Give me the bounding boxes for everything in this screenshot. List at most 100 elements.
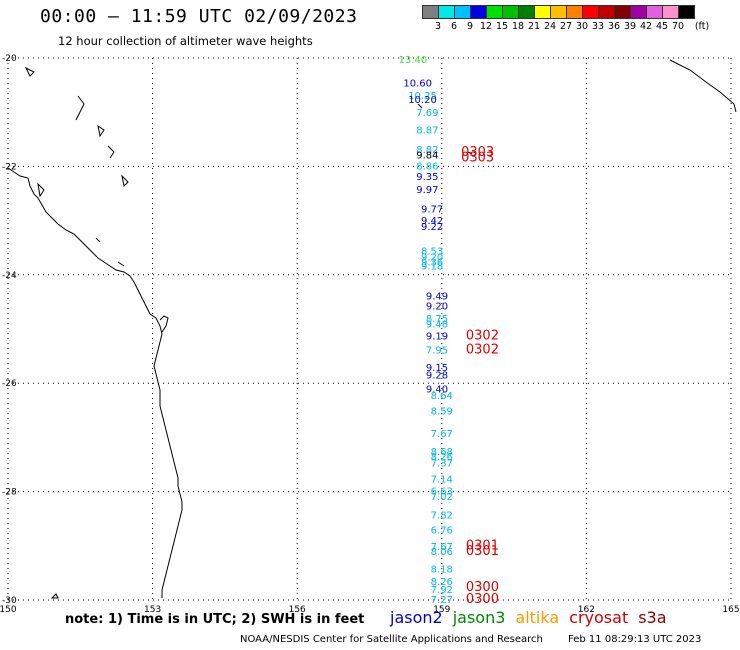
legend-label: 30 (575, 21, 589, 32)
lat-tick-label: -26 (2, 379, 17, 389)
wave-height-label: 8.68 (431, 447, 453, 458)
legend-label: 70 (671, 21, 685, 32)
legend-label: 42 (639, 21, 653, 32)
wave-height-label: 7.67 (431, 542, 453, 553)
wave-height-label: 13.40 (399, 55, 428, 66)
wave-height-label: 10.25 (408, 91, 437, 102)
wave-height-label: 7.37 (431, 458, 453, 469)
wave-height-label: 9.20 (421, 252, 443, 263)
satellite-name: cryosat (569, 608, 629, 627)
wave-height-label: 10.20 (408, 95, 437, 106)
wave-height-label: 8.82 (416, 145, 438, 156)
wave-height-label: 8.06 (431, 547, 453, 558)
wave-height-label: 9.42 (421, 216, 443, 227)
legend-swatches (422, 5, 740, 19)
lon-tick-label: 159 (433, 605, 450, 615)
wave-height-label: 7.95 (426, 346, 448, 357)
satellite-name: jason3 (452, 608, 506, 627)
wave-height-label: 7.82 (431, 510, 453, 521)
satellite-name: jason2 (390, 608, 443, 627)
pass-time-label: 0300 (466, 580, 499, 595)
wave-height-label: 9.40 (426, 385, 448, 396)
note-text: note: 1) Time is in UTC; 2) SWH is in fe… (65, 612, 365, 627)
lon-tick-label: 156 (289, 605, 306, 615)
satellite-legend: jason2 jason3 altika cryosat s3a (390, 608, 677, 627)
page-subtitle: 12 hour collection of altimeter wave hei… (58, 34, 313, 48)
wave-height-label: 7.14 (431, 475, 453, 486)
coastline-fraser-island (159, 315, 169, 333)
lat-tick-label: -20 (2, 54, 17, 64)
wave-height-label: 9.77 (421, 205, 443, 216)
coastline-island-9 (50, 593, 59, 599)
wave-height-label: 6.76 (431, 526, 453, 537)
legend-label: 45 (655, 21, 669, 32)
wave-height-label: 8.59 (431, 406, 453, 417)
wave-height-label: 9.18 (421, 262, 443, 273)
legend-label: 15 (495, 21, 509, 32)
wave-height-label: 8.26 (431, 452, 453, 463)
axis-tick-labels: 150 153 156 159 162 165 -20 -22 -24 -26 -28 -30 (0, 54, 740, 615)
wave-height-label: 9.35 (416, 172, 438, 183)
wave-height-label: 8.26 (431, 577, 453, 588)
wave-height-label: 9.19 (426, 332, 448, 343)
coastline-island-4 (107, 145, 115, 159)
wave-height-label: 7.67 (431, 429, 453, 440)
coastline-islet-2 (417, 103, 423, 109)
legend-label: 27 (559, 21, 573, 32)
legend-label: 33 (591, 21, 605, 32)
pass-time-label: 0300 (466, 592, 499, 607)
legend-labels: 3 6 9 12 15 18 21 24 27 30 33 36 39 42 45 70 (ft) (422, 19, 740, 33)
wave-height-label: 8.18 (431, 565, 453, 576)
pass-time-label: 0303 (461, 145, 494, 160)
wave-height-label: 7.92 (431, 585, 453, 596)
legend-label: 3 (434, 21, 442, 32)
coastline-island-3 (97, 124, 105, 138)
wave-height-label: 9.28 (426, 371, 448, 382)
legend-label: 12 (479, 21, 493, 32)
lat-tick-label: -30 (2, 596, 17, 606)
legend-swatch (678, 5, 695, 19)
wave-height-label: 8.64 (431, 391, 453, 402)
coastline-islet (467, 151, 473, 155)
wave-height-label: 9.36 (421, 257, 443, 268)
pass-time-label: 0302 (466, 343, 499, 358)
wave-height-label: 9.84 (416, 150, 438, 161)
legend-unit: (ft) (694, 21, 710, 32)
coastline-island-2 (75, 95, 85, 121)
lon-tick-label: 165 (722, 605, 739, 615)
footer-timestamp: Feb 11 08:29:13 UTC 2023 (568, 634, 702, 645)
wave-height-label: 9.15 (426, 363, 448, 374)
wave-height-label: 8.87 (416, 126, 438, 137)
lon-tick-label: 162 (578, 605, 595, 615)
pass-time-label: 0302 (466, 328, 499, 343)
coastline-new-caledonia (669, 59, 737, 113)
wave-height-label: 7.27 (431, 595, 453, 606)
wave-height-label: 9.20 (426, 302, 448, 313)
wave-height-label: 6.63 (431, 487, 453, 498)
legend-label: 6 (450, 21, 458, 32)
page-title: 00:00 – 11:59 UTC 02/09/2023 (40, 6, 358, 27)
coastline-island-1 (24, 66, 35, 77)
pass-time-label: 0301 (466, 539, 499, 554)
coastline-island-7 (95, 237, 101, 243)
wave-height-label: 8.86 (416, 161, 438, 172)
lat-lon-grid (7, 57, 732, 601)
satellite-name: s3a (638, 608, 667, 627)
legend-label: 24 (543, 21, 557, 32)
coastline-island-6 (37, 182, 45, 198)
lat-tick-label: -28 (2, 488, 17, 498)
legend-label: 21 (527, 21, 541, 32)
wave-height-label: 10.60 (403, 78, 432, 89)
pass-time-label: 0301 (466, 544, 499, 559)
wave-height-label: 7.02 (431, 492, 453, 503)
legend-label: 36 (607, 21, 621, 32)
lon-tick-label: 153 (144, 605, 161, 615)
lat-tick-label: -24 (2, 271, 17, 281)
color-legend: 3 6 9 12 15 18 21 24 27 30 33 36 39 42 45 70 (ft) (422, 5, 740, 33)
wave-height-label: 9.49 (426, 291, 448, 302)
legend-label: 18 (511, 21, 525, 32)
footer: NOAA/NESDIS Center for Satellite Applica… (240, 634, 701, 645)
